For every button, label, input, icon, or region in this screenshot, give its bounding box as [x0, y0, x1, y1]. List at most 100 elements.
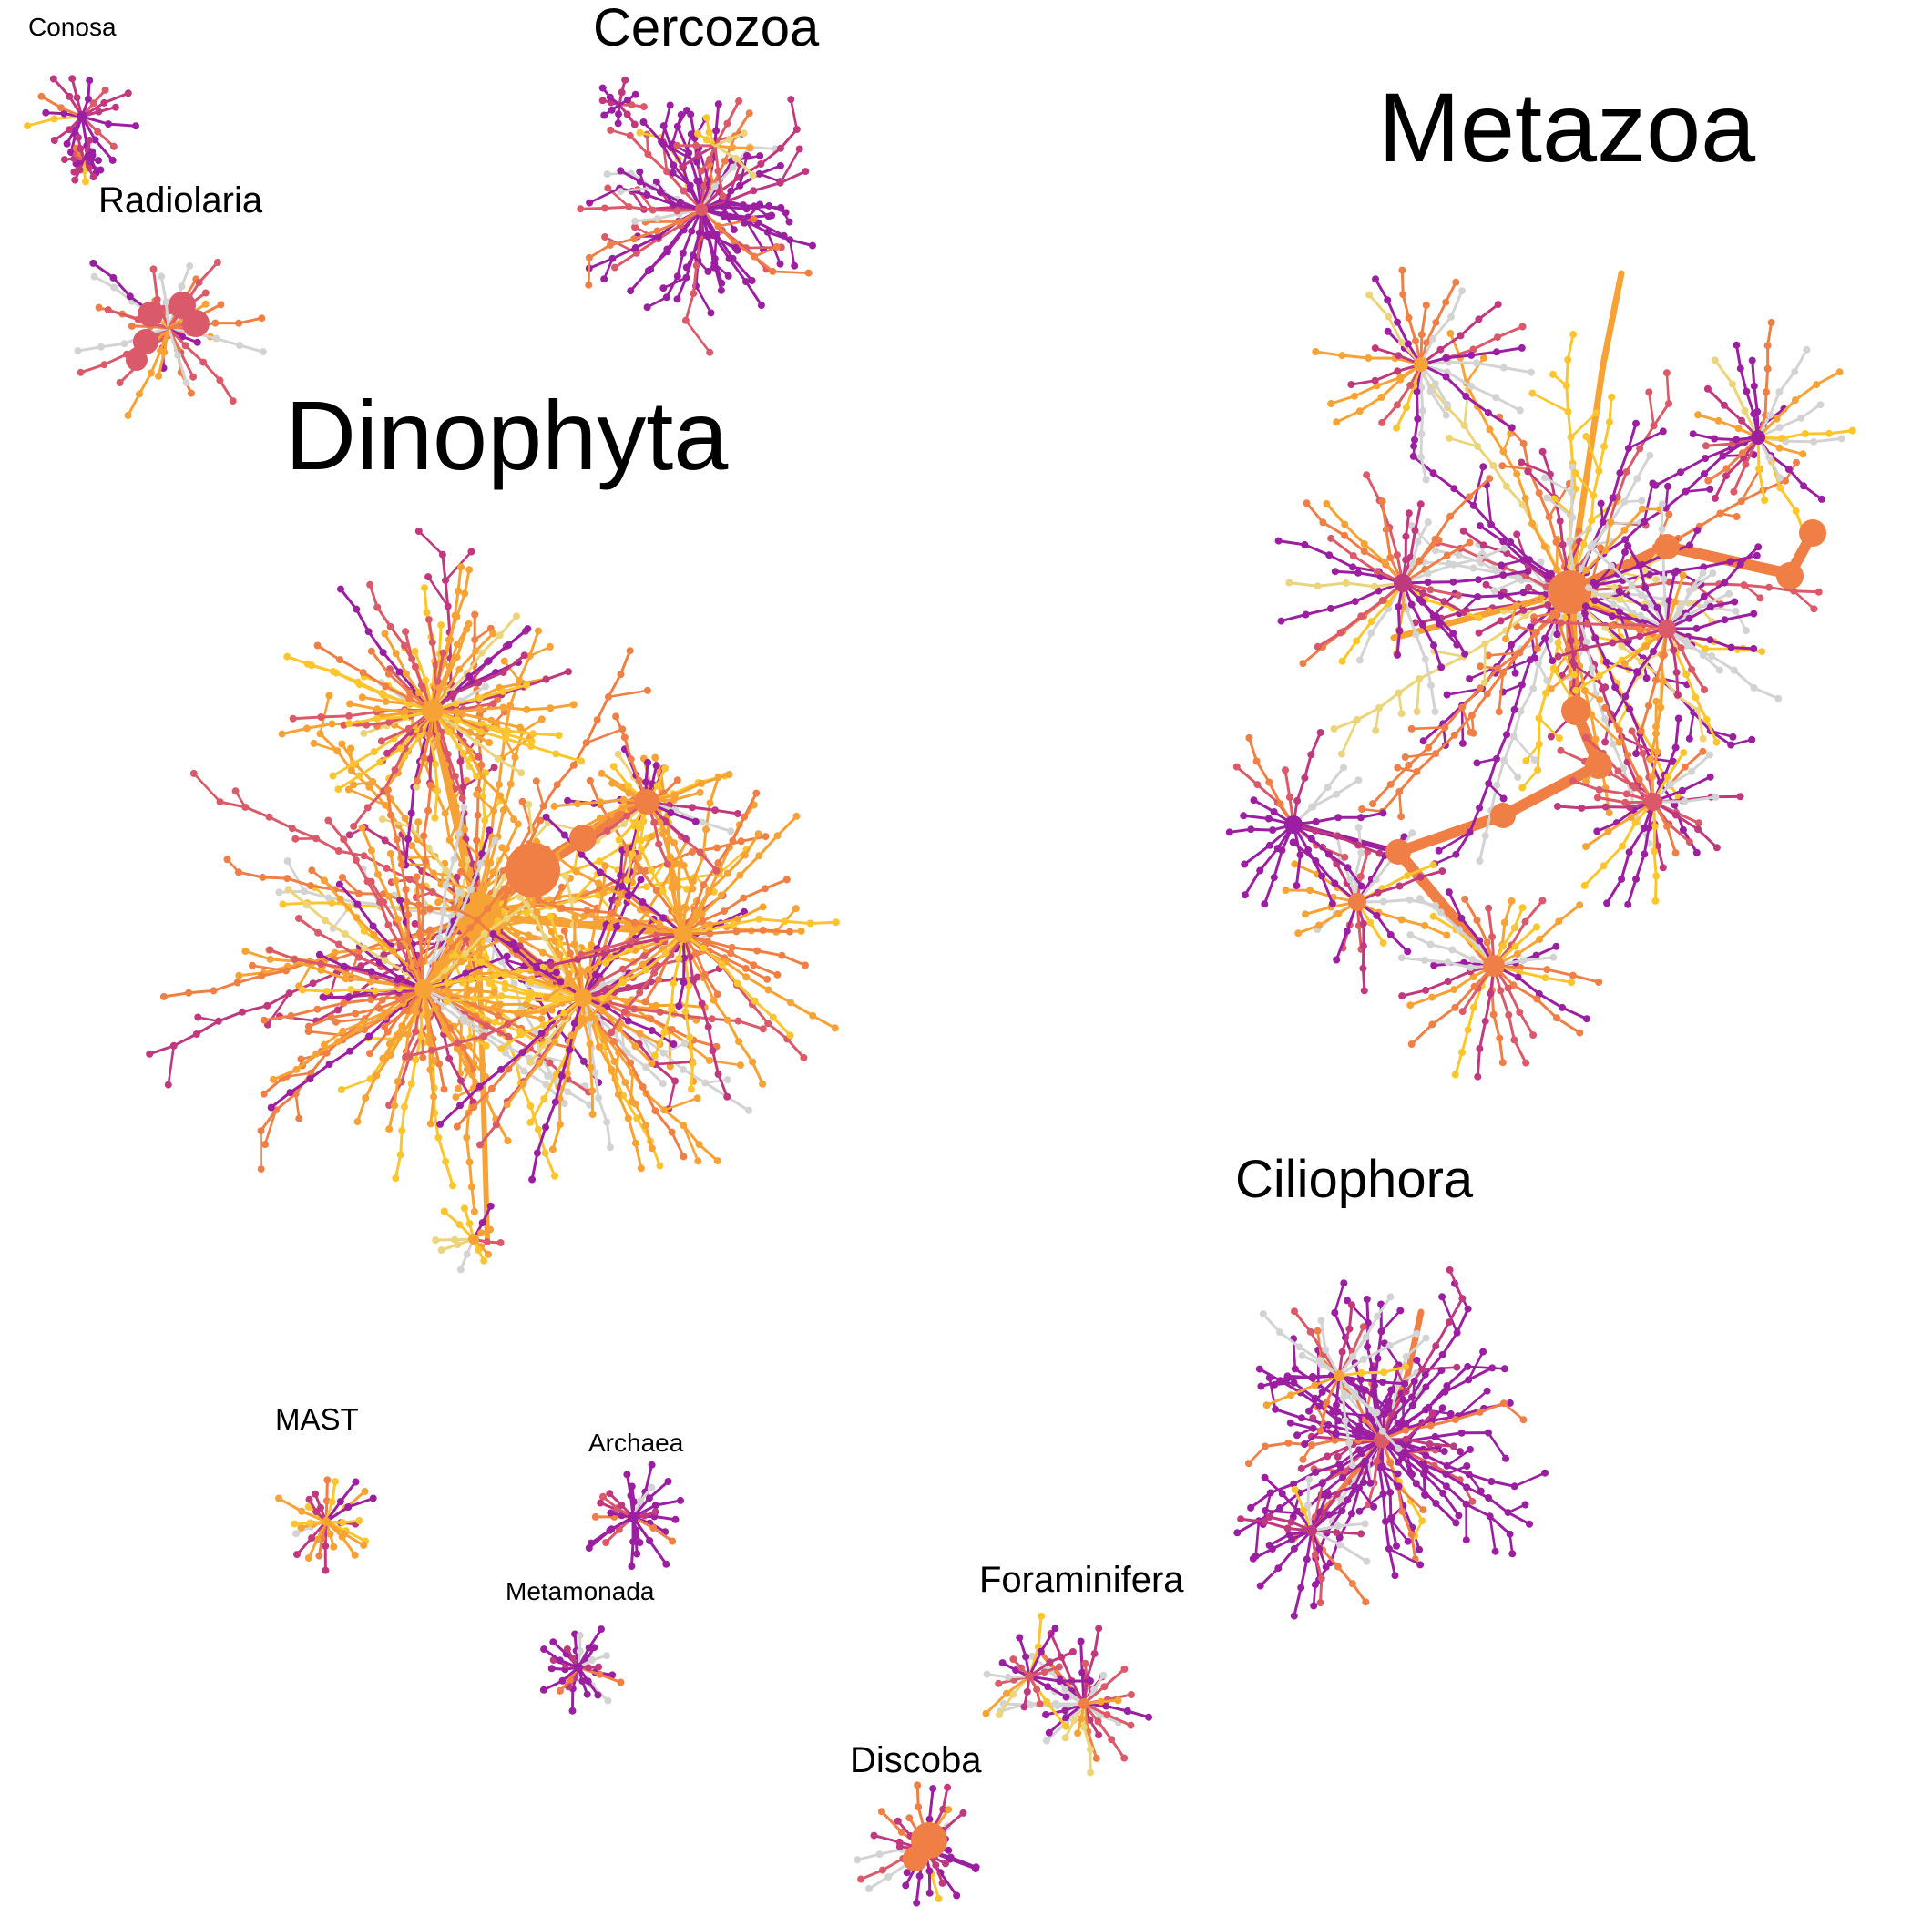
node: [1570, 671, 1578, 679]
edge: [1584, 435, 1600, 473]
edge: [1555, 540, 1567, 569]
edge: [1590, 499, 1619, 522]
hub-node: [1394, 574, 1412, 592]
edge: [1432, 643, 1443, 669]
node: [490, 764, 498, 772]
node: [1685, 838, 1693, 846]
node: [537, 715, 546, 723]
edge: [1329, 395, 1356, 405]
edge: [1510, 920, 1527, 947]
node: [1712, 738, 1721, 746]
edge: [1512, 710, 1522, 738]
node: [325, 692, 333, 700]
node: [1328, 899, 1336, 907]
node: [1477, 662, 1485, 671]
node: [1603, 899, 1611, 907]
node: [1333, 418, 1341, 426]
node: [1458, 1008, 1467, 1016]
edge: [1735, 648, 1763, 653]
edge: [1340, 718, 1359, 755]
node: [320, 1040, 328, 1049]
node: [1587, 543, 1595, 551]
edge: [319, 714, 351, 719]
edge: [1430, 988, 1456, 999]
node: [1485, 904, 1493, 912]
node: [324, 816, 332, 825]
edge: [1622, 507, 1644, 532]
node: [1529, 1031, 1538, 1040]
edge: [1618, 589, 1647, 610]
node: [1365, 291, 1374, 299]
edge: [1498, 671, 1505, 713]
edge: [1538, 491, 1551, 518]
edge: [1483, 642, 1487, 684]
edge: [1400, 956, 1426, 962]
edge: [1504, 604, 1518, 641]
edge: [1638, 732, 1651, 760]
node: [1848, 426, 1856, 435]
node: [535, 627, 542, 635]
node: [1538, 897, 1547, 905]
node: [367, 877, 375, 886]
edge: [1430, 1006, 1457, 1026]
node: [1479, 463, 1487, 471]
node: [1642, 674, 1651, 682]
edge: [1434, 733, 1457, 755]
edge: [1688, 711, 1695, 741]
edge: [1287, 581, 1320, 588]
node: [1528, 389, 1537, 397]
edge: [1487, 757, 1498, 785]
node: [442, 761, 449, 769]
node: [1543, 676, 1551, 684]
edge: [1792, 589, 1821, 594]
edge: [1632, 546, 1658, 559]
edge: [1641, 563, 1665, 577]
node: [1692, 848, 1701, 856]
node: [1397, 813, 1406, 821]
edge: [212, 981, 240, 992]
edge: [1543, 613, 1559, 641]
node: [503, 1101, 511, 1109]
edge: [1604, 805, 1631, 809]
node: [1645, 388, 1653, 396]
node: [1541, 474, 1549, 482]
edge: [1605, 661, 1617, 689]
node: [1547, 733, 1555, 741]
node: [1513, 530, 1521, 538]
edge: [627, 1116, 638, 1145]
node: [1363, 471, 1371, 479]
edge: [598, 846, 624, 863]
node: [426, 781, 434, 789]
edge: [1626, 760, 1640, 787]
edge: [1467, 1006, 1476, 1031]
edge: [1532, 620, 1562, 625]
edge: [1243, 869, 1262, 897]
node: [1597, 499, 1605, 507]
edge: [1365, 473, 1382, 502]
node: [473, 790, 481, 798]
edge: [1354, 851, 1363, 878]
edge: [1794, 383, 1818, 402]
hub-node: [1548, 570, 1591, 614]
edge: [1295, 776, 1306, 803]
edge: [1683, 750, 1704, 769]
edge: [1487, 907, 1494, 938]
edge: [1428, 588, 1460, 597]
edge: [1431, 315, 1453, 341]
node: [337, 585, 344, 593]
hub-node: [1483, 955, 1505, 977]
node: [1282, 887, 1290, 894]
edge: [1477, 782, 1490, 810]
node: [414, 818, 423, 826]
node: [366, 1050, 373, 1058]
edge: [667, 1080, 677, 1111]
hub-node: [1776, 562, 1804, 589]
node: [693, 1094, 701, 1102]
node: [1225, 828, 1233, 836]
edge: [1643, 586, 1660, 610]
node: [411, 647, 419, 655]
node: [1524, 567, 1532, 575]
node: [377, 737, 385, 745]
edge: [438, 1103, 462, 1126]
edge: [1476, 445, 1495, 467]
